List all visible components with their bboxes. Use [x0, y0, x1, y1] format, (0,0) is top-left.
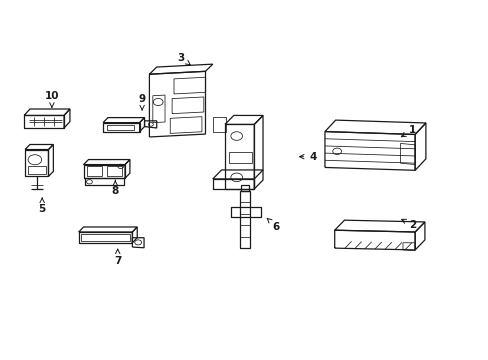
Text: 4: 4 [299, 152, 316, 162]
Text: 8: 8 [111, 180, 119, 196]
Text: 9: 9 [138, 94, 145, 110]
Text: 10: 10 [44, 91, 59, 107]
Text: 1: 1 [401, 125, 415, 137]
Text: 6: 6 [266, 219, 279, 231]
Text: 5: 5 [39, 198, 46, 214]
Text: 2: 2 [401, 219, 415, 230]
Text: 3: 3 [177, 53, 190, 65]
Text: 7: 7 [114, 249, 121, 266]
